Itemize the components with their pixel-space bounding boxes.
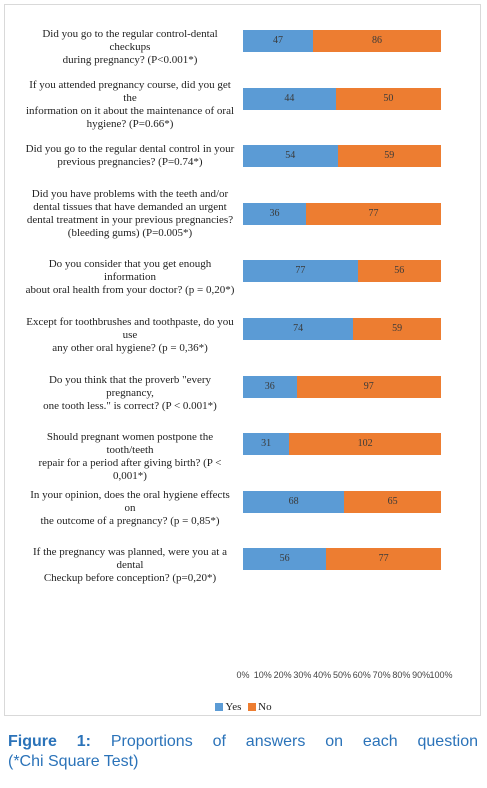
question-label-line: previous pregnancies? (P=0.74*): [57, 156, 203, 169]
caption-note: (*Chi Square Test): [8, 753, 139, 770]
legend-label-no: No: [258, 701, 272, 713]
caption-label: Figure 1:: [8, 733, 91, 750]
x-tick-label: 0%: [236, 670, 250, 680]
data-label-no: 56: [394, 265, 405, 277]
question-label-line: Should pregnant women postpone the tooth…: [46, 431, 214, 457]
legend-swatch-yes: [215, 703, 224, 712]
x-tick-label: 50%: [332, 670, 351, 680]
question-label-line: Do you think that the proverb "every pre…: [48, 373, 212, 399]
bar-no: [337, 145, 441, 168]
bar-no: [353, 318, 441, 340]
data-label-yes: 31: [261, 438, 272, 450]
bar-yes: [243, 433, 290, 456]
question-label: In your opinion, does the oral hygiene e…: [25, 489, 235, 528]
bar-no: [289, 433, 441, 456]
x-tick-label: 90%: [412, 670, 431, 680]
data-label-yes: 68: [288, 495, 299, 507]
x-tick-label: 60%: [352, 670, 371, 680]
question-label-line: during pregnancy? (P<0.001*): [62, 54, 198, 66]
bar-no: [344, 490, 441, 513]
data-label-yes: 56: [279, 553, 290, 565]
legend: Yes No: [0, 701, 487, 713]
data-label-yes: 36: [264, 380, 275, 392]
question-label: Did you have problems with the teeth and…: [25, 188, 235, 240]
question-label: Did you go to the regular dental control…: [25, 143, 235, 169]
bar-no: [335, 87, 441, 110]
bar-yes: [243, 318, 354, 340]
bar-yes: [243, 87, 336, 110]
bar-no: [312, 30, 441, 52]
question-label-line: If you attended pregnancy course, did yo…: [29, 79, 231, 105]
legend-item-yes: Yes: [215, 701, 241, 713]
question-label-line: If the pregnancy was planned, were you a…: [33, 546, 227, 572]
data-label-no: 50: [383, 92, 394, 104]
data-label-no: 102: [357, 438, 373, 450]
question-label-line: Except for toothbrushes and toothpaste, …: [26, 316, 234, 341]
question-label-line: about oral health from your doctor? (p =…: [25, 284, 235, 297]
question-label: Do you consider that you get enough info…: [25, 258, 235, 297]
data-label-no: 65: [387, 495, 398, 507]
bar-no: [326, 548, 441, 571]
question-label-line: Do you consider that you get enough info…: [48, 258, 212, 284]
data-label-yes: 44: [284, 92, 295, 104]
question-label-line: hygiene? (P=0.66*): [86, 118, 174, 131]
x-tick-label: 20%: [273, 670, 292, 680]
bar-no: [306, 202, 441, 225]
question-label: Did you go to the regular control-dental…: [25, 28, 235, 67]
question-label-line: one tooth less." is correct? (P < 0.001*…: [43, 399, 217, 412]
bar-yes: [243, 490, 345, 513]
bar-yes: [243, 375, 297, 398]
bar-yes: [243, 202, 307, 225]
data-label-yes: 74: [293, 323, 304, 334]
question-label-line: Did you have problems with the teeth and…: [31, 187, 229, 200]
data-label-no: 59: [384, 150, 395, 162]
bar-yes: [243, 548, 327, 571]
x-tick-label: 80%: [392, 670, 411, 680]
question-label-line: repair for a period after giving birth? …: [38, 457, 222, 483]
question-label-line: In your opinion, does the oral hygiene e…: [30, 488, 230, 514]
legend-swatch-no: [248, 703, 257, 712]
legend-label-yes: Yes: [225, 701, 242, 713]
question-label: If you attended pregnancy course, did yo…: [25, 79, 235, 131]
question-label-line: Did you go to the regular control-dental…: [42, 28, 218, 53]
question-label-line: the outcome of a pregnancy? (p = 0,85*): [40, 514, 220, 527]
question-label-line: information on it about the maintenance …: [25, 105, 235, 118]
data-label-no: 59: [392, 323, 403, 334]
question-label-line: (bleeding gums) (P=0.005*): [67, 226, 193, 239]
question-label: If the pregnancy was planned, were you a…: [25, 546, 235, 585]
x-tick-label: 100%: [429, 670, 453, 680]
data-label-no: 86: [371, 35, 382, 46]
x-tick-label: 30%: [293, 670, 312, 680]
bar-no: [357, 260, 441, 283]
question-label: Except for toothbrushes and toothpaste, …: [25, 316, 235, 355]
data-label-no: 77: [368, 207, 379, 219]
data-label-yes: 36: [269, 207, 280, 219]
question-label-line: Did you go to the regular dental control…: [25, 143, 235, 156]
data-label-yes: 47: [272, 35, 283, 46]
figure-caption: Figure 1: Proportions of answers on each…: [8, 732, 478, 752]
data-label-yes: 77: [295, 265, 306, 277]
x-tick-label: 40%: [313, 670, 332, 680]
bar-yes: [243, 145, 338, 168]
data-label-yes: 54: [285, 150, 296, 162]
data-label-no: 77: [378, 553, 389, 565]
question-label: Should pregnant women postpone the tooth…: [25, 431, 235, 483]
chart-frame: [4, 4, 481, 716]
x-tick-label: 70%: [372, 670, 391, 680]
data-label-no: 97: [363, 380, 374, 392]
bar-yes: [243, 260, 358, 283]
caption-text: Proportions of answers on each question: [91, 733, 478, 750]
question-label-line: dental treatment in your previous pregna…: [26, 213, 234, 226]
bar-no: [296, 375, 441, 398]
legend-item-no: No: [248, 701, 272, 713]
x-tick-label: 10%: [253, 670, 272, 680]
question-label: Do you think that the proverb "every pre…: [25, 374, 235, 413]
bar-yes: [243, 30, 313, 52]
question-label-line: Checkup before conception? (p=0,20*): [43, 572, 217, 585]
question-label-line: dental tissues that have demanded an urg…: [33, 200, 227, 213]
question-label-line: any other oral hygiene? (p = 0,36*): [52, 342, 208, 354]
